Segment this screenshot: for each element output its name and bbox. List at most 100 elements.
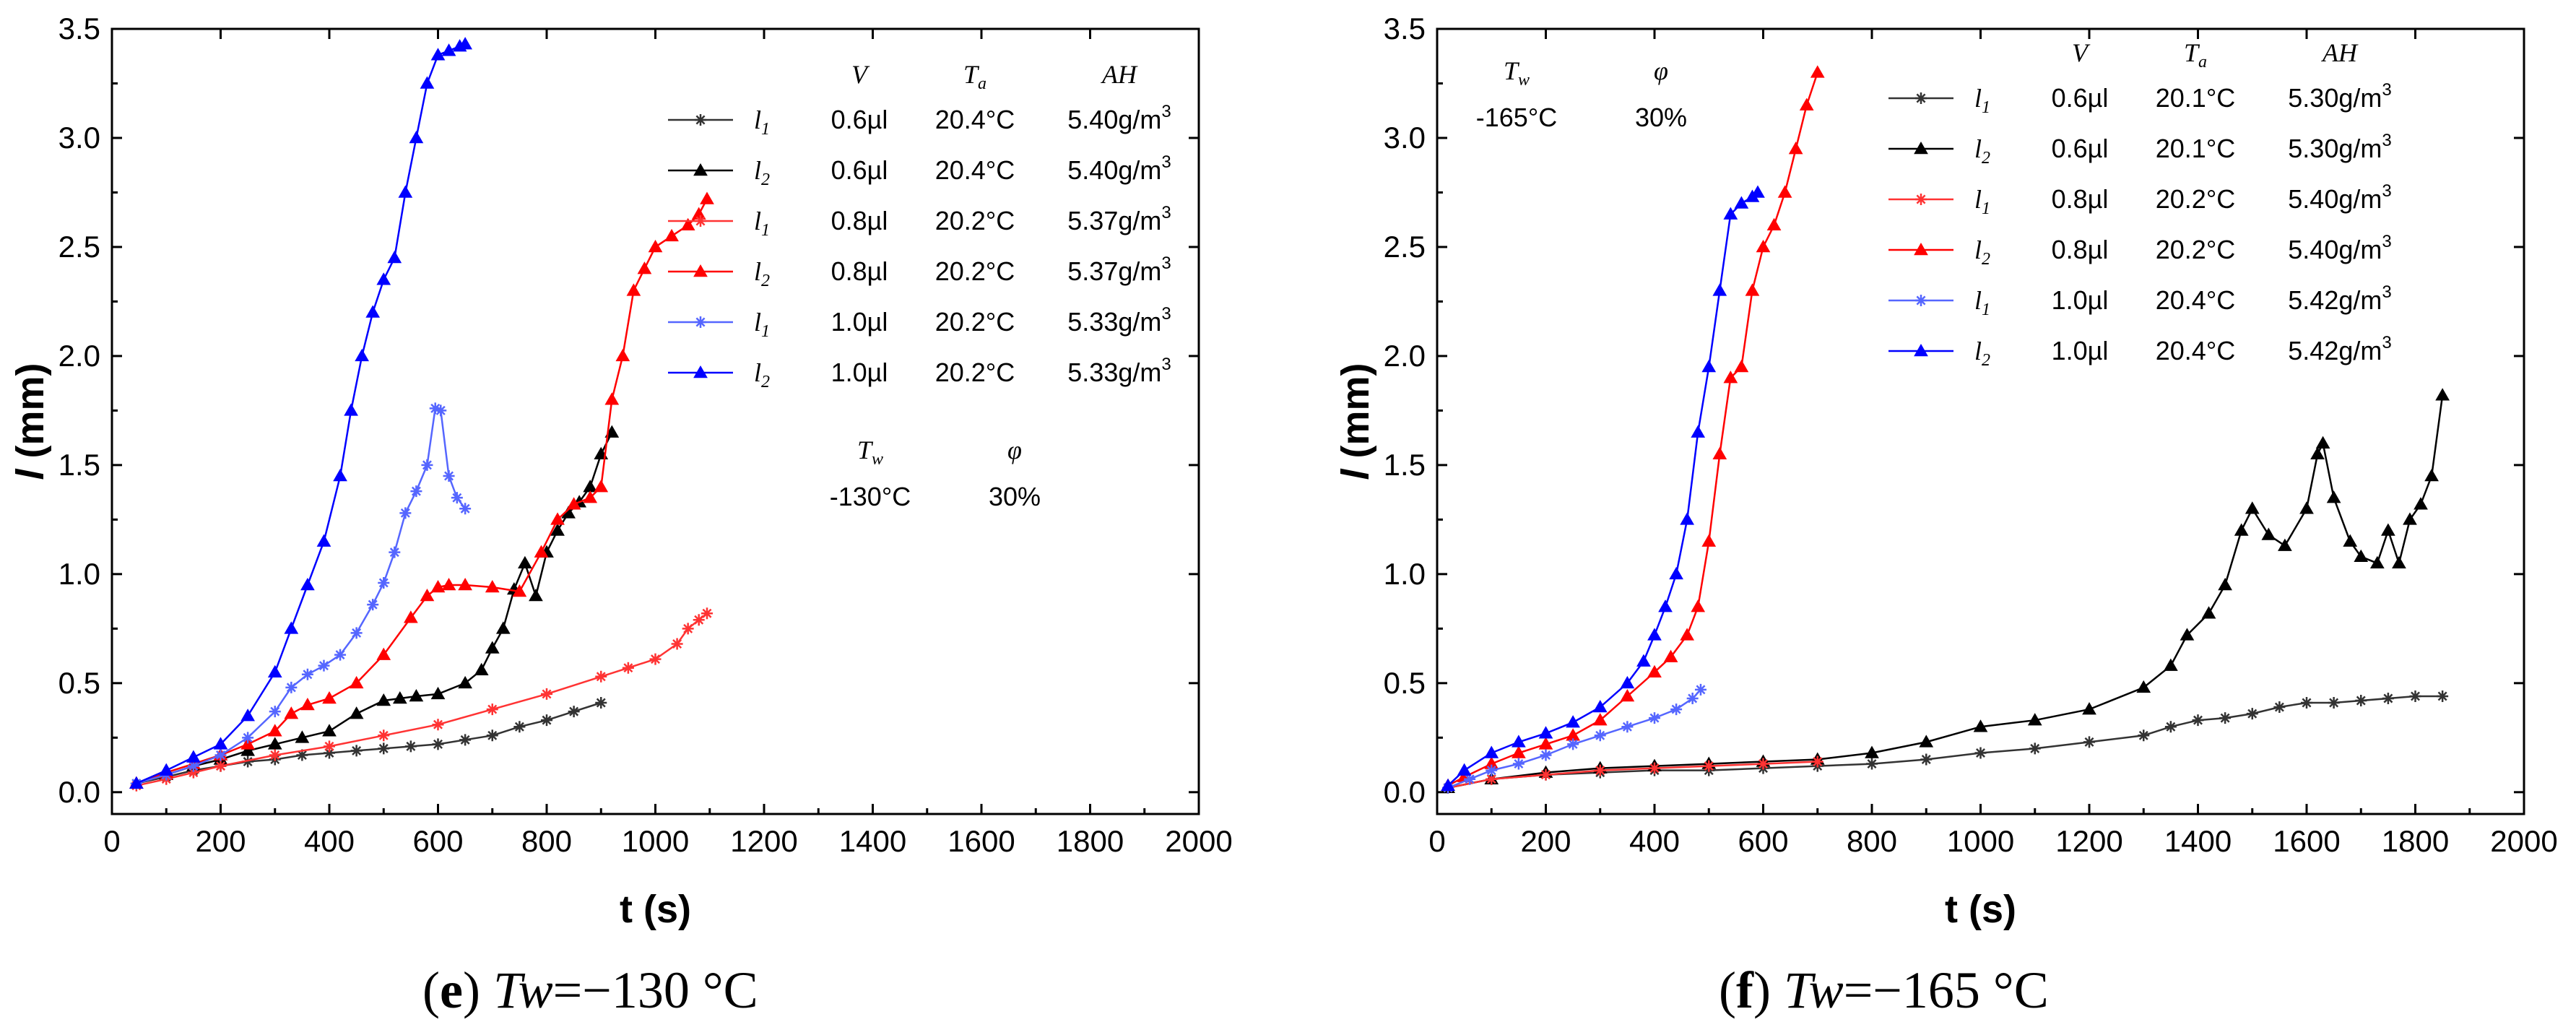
- data-point: [1811, 755, 1823, 768]
- legend-volume: 0.6µl: [2052, 83, 2109, 113]
- data-point: [2219, 712, 2232, 724]
- data-point: [1865, 745, 1879, 758]
- condition-phi-value: 30%: [1635, 103, 1687, 132]
- data-point: [300, 577, 315, 591]
- data-point: [441, 577, 456, 591]
- y-tick-label: 2.0: [58, 339, 100, 373]
- y-tick-label: 2.5: [1384, 230, 1426, 264]
- legend-marker: [1914, 343, 1928, 357]
- legend-series-sub: 2: [1982, 149, 1990, 168]
- data-point: [2301, 697, 2312, 709]
- legend-series-id: l2: [1974, 235, 1990, 269]
- legend-humidity: 5.40g/m3: [1067, 152, 1171, 185]
- data-point: [1567, 738, 1579, 750]
- data-point: [404, 740, 417, 753]
- x-tick-label: 1400: [839, 824, 906, 858]
- data-point: [1512, 745, 1526, 758]
- y-tick-label: 3.0: [58, 121, 100, 155]
- data-point: [1757, 758, 1769, 770]
- legend-humidity: 5.30g/m3: [2288, 80, 2391, 113]
- legend-series-id: l2: [1974, 134, 1990, 168]
- series-3: [129, 191, 714, 789]
- data-point: [2343, 534, 2358, 547]
- data-point: [680, 217, 695, 230]
- data-point: [2218, 577, 2232, 591]
- legend-humidity-sup: 3: [1161, 355, 1171, 374]
- data-point: [2246, 708, 2258, 720]
- x-tick-label: 800: [1847, 824, 1897, 858]
- legend-marker: [1915, 194, 1927, 205]
- x-tick-label: 0: [1428, 824, 1445, 858]
- data-point: [583, 490, 598, 503]
- data-point: [2392, 555, 2406, 569]
- data-point: [376, 647, 391, 660]
- data-point: [2201, 606, 2216, 619]
- legend-series-sub: 2: [761, 170, 770, 189]
- legend-header-ta-main: T: [2184, 38, 2200, 67]
- data-point: [322, 690, 337, 704]
- data-point: [129, 776, 144, 789]
- legend-row-4: l1 1.0µl 20.4°C 5.42g/m3: [1888, 282, 2392, 319]
- legend-temperature: 20.4°C: [935, 155, 1015, 185]
- data-point: [595, 670, 607, 683]
- caption-var: Tw: [493, 961, 553, 1019]
- data-point: [664, 228, 679, 242]
- data-point: [1457, 763, 1472, 776]
- data-point: [318, 659, 330, 672]
- legend-humidity-value: 5.30g/m: [2288, 83, 2382, 113]
- data-point: [2083, 736, 2095, 748]
- legend-series-id: l2: [754, 358, 770, 391]
- data-point: [398, 185, 413, 198]
- data-point: [2369, 555, 2385, 569]
- series-3: [1441, 65, 1825, 791]
- data-point: [214, 760, 227, 772]
- y-tick-label: 3.5: [58, 12, 100, 46]
- series-line: [136, 407, 467, 784]
- data-point: [622, 662, 634, 674]
- data-point: [615, 348, 630, 362]
- data-point: [404, 610, 418, 623]
- data-point: [458, 675, 472, 689]
- data-point: [1723, 207, 1738, 220]
- legend-series-sub: 1: [761, 221, 770, 240]
- data-point: [1734, 360, 1749, 373]
- legend-series-sub: 1: [761, 322, 770, 341]
- data-point: [376, 272, 391, 285]
- data-point: [430, 48, 446, 61]
- data-point: [2403, 512, 2417, 525]
- data-point: [365, 305, 381, 318]
- caption-close: ): [1753, 961, 1784, 1019]
- data-point: [420, 589, 435, 602]
- data-point: [1663, 649, 1678, 662]
- data-point: [1441, 778, 1455, 791]
- data-point: [399, 507, 412, 519]
- legend-header-v: V: [2072, 38, 2091, 67]
- data-point: [2278, 538, 2292, 551]
- legend-humidity-value: 5.37g/m: [1067, 206, 1161, 235]
- panel-caption: (f) Tw=−165 °C: [1719, 961, 2049, 1019]
- data-point: [1766, 217, 1782, 230]
- legend-header-ah: AH: [1101, 60, 1138, 89]
- data-point: [649, 653, 662, 665]
- data-point: [518, 555, 532, 569]
- data-point: [700, 191, 714, 204]
- data-point: [1649, 712, 1660, 724]
- data-point: [267, 724, 282, 737]
- condition-tw-sub: w: [1518, 71, 1530, 90]
- data-point: [2326, 490, 2341, 503]
- legend-humidity-sup: 3: [2382, 131, 2391, 150]
- legend-humidity: 5.33g/m3: [1067, 304, 1171, 337]
- legend-marker: [695, 215, 706, 227]
- y-tick-label: 0.0: [58, 775, 100, 809]
- data-point: [2310, 446, 2325, 460]
- x-tick-label: 1800: [2382, 824, 2449, 858]
- data-point: [187, 766, 199, 779]
- legend-series-id: l1: [1974, 286, 1990, 319]
- legend-humidity-sup: 3: [2382, 282, 2391, 302]
- data-point: [159, 763, 174, 776]
- legend-header-v: V: [851, 60, 870, 89]
- data-point: [1745, 283, 1760, 296]
- data-point: [2164, 658, 2178, 671]
- y-tick-label: 1.5: [58, 448, 100, 482]
